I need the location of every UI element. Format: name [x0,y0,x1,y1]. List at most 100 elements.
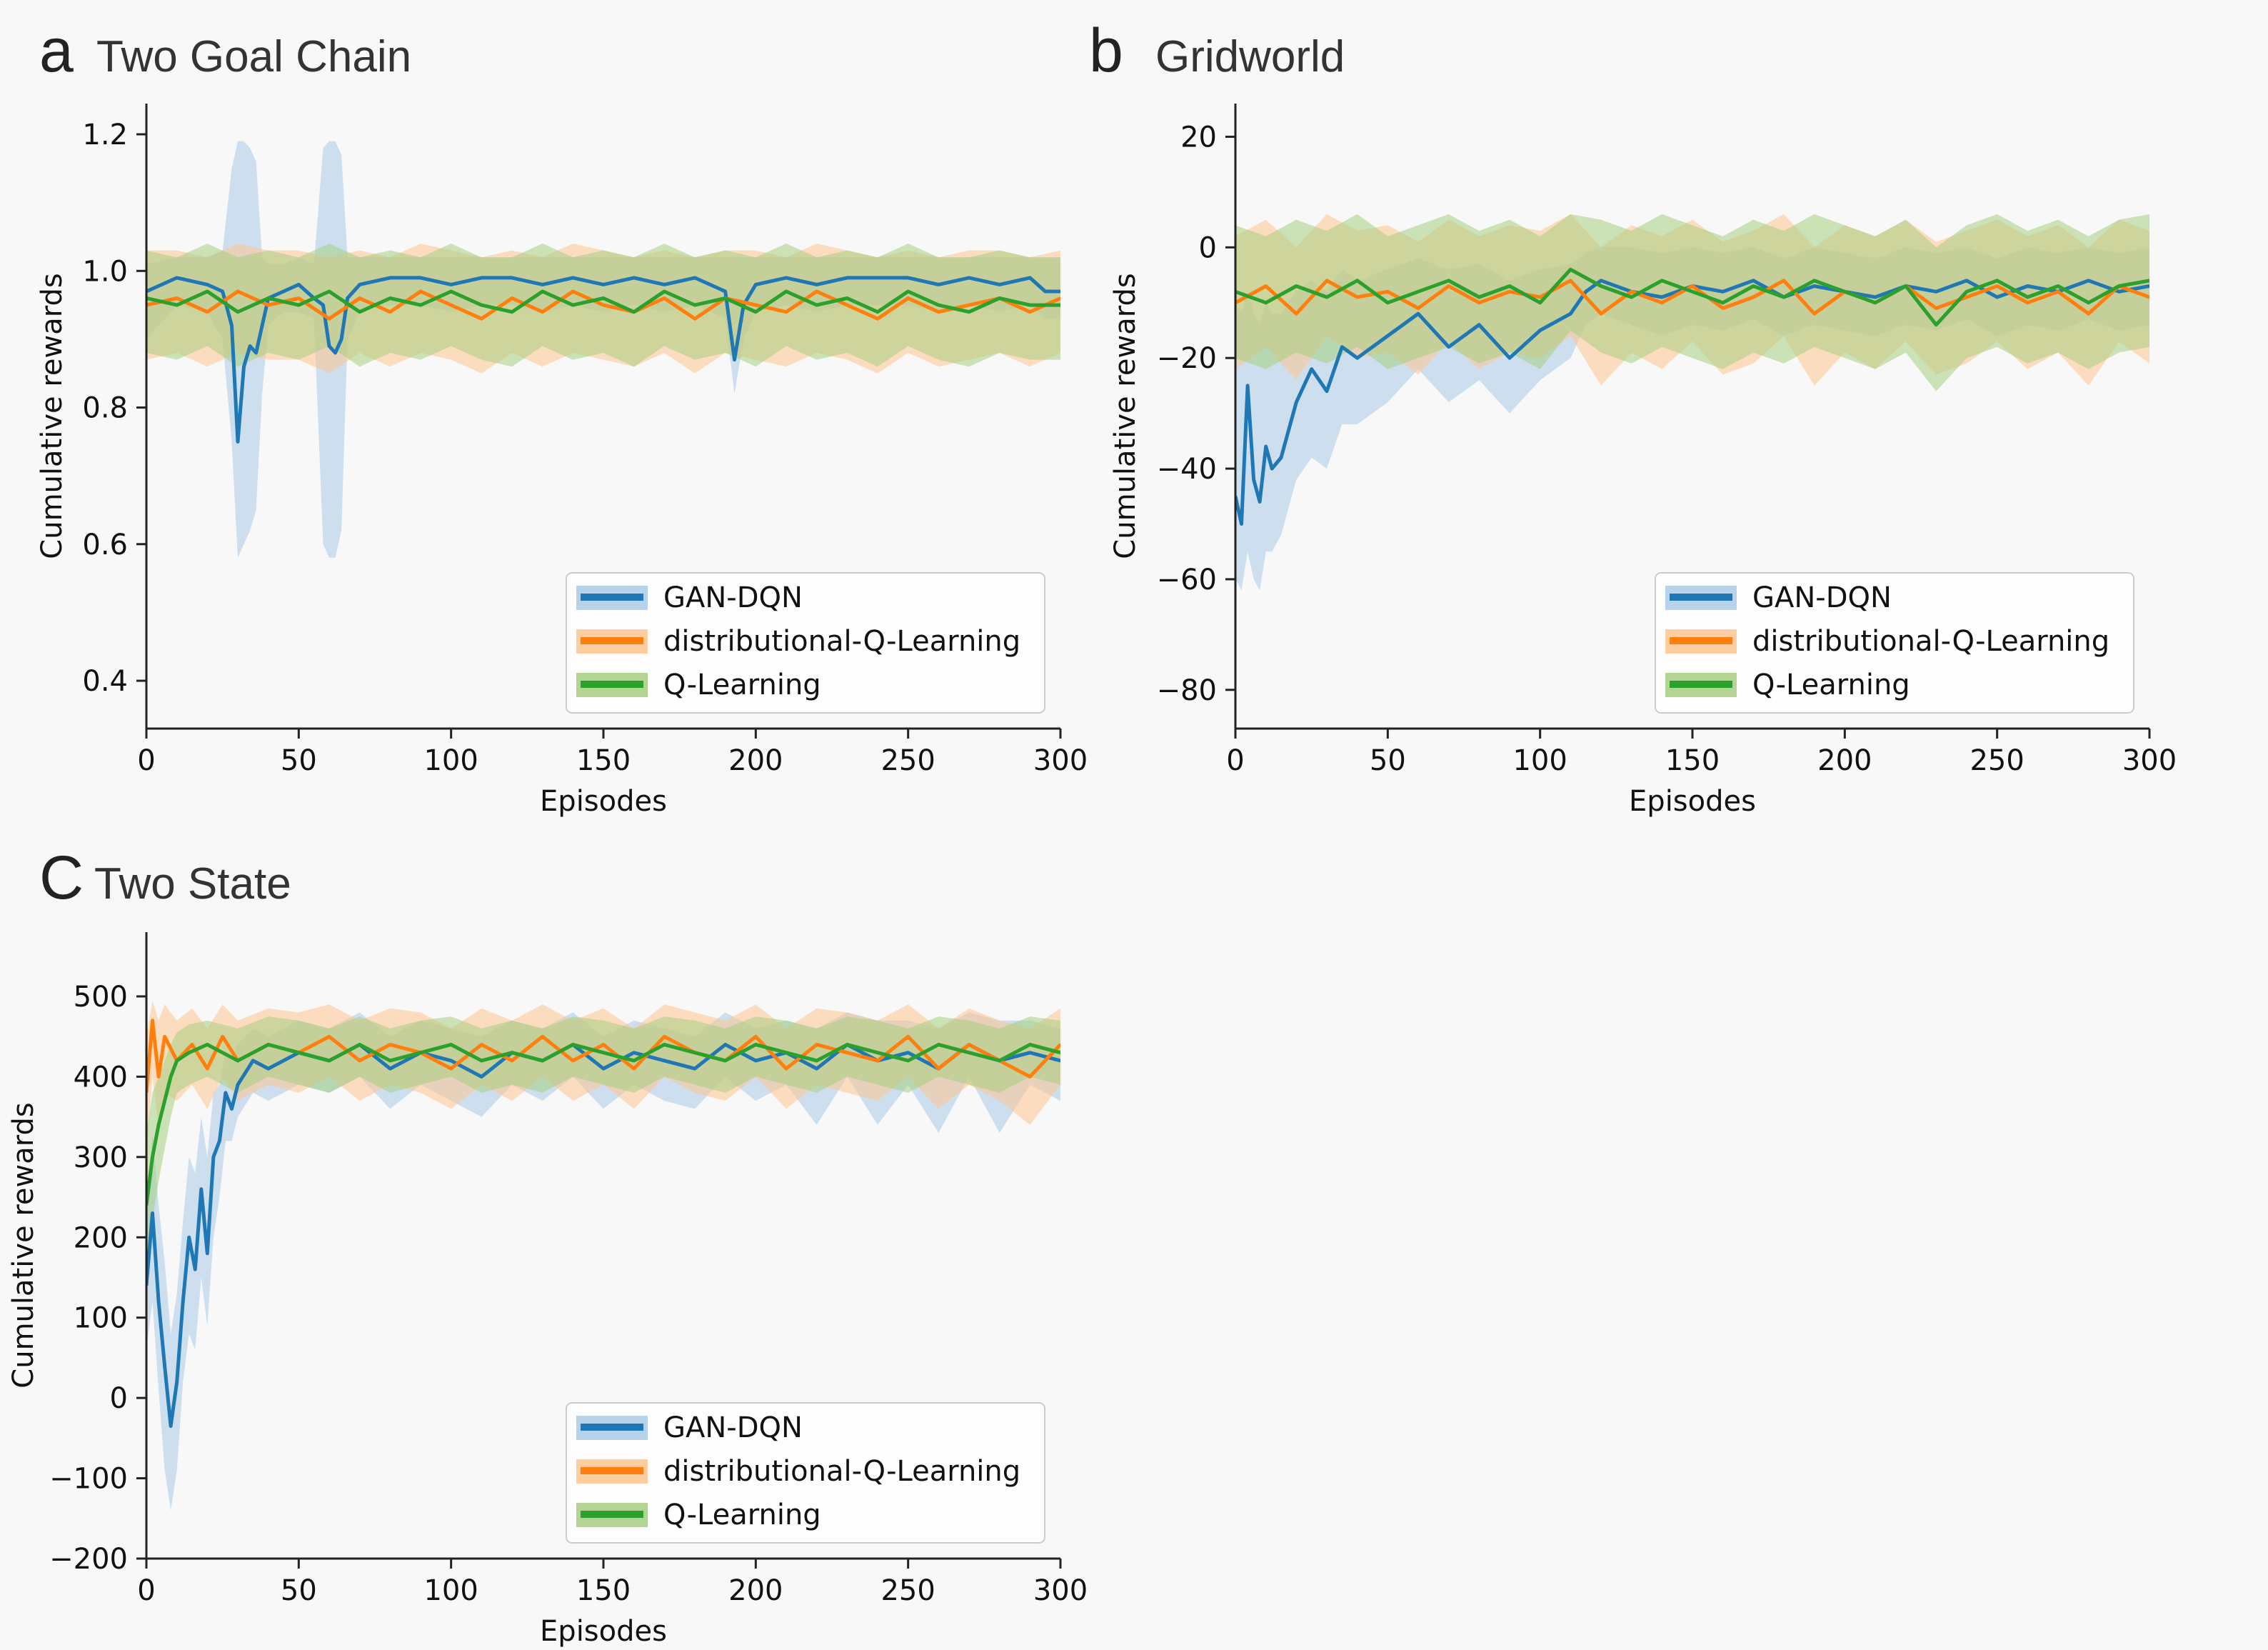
data-point [1417,307,1420,309]
data-point [785,276,788,279]
legend: GAN-DQN distributional-Q-Learning Q-Learni… [566,572,1045,714]
data-point [1600,285,1602,287]
data-point [1874,301,1877,304]
legend-label: distributional-Q-Learning [1752,625,2109,658]
data-point [151,1156,154,1159]
legend-frame [566,1402,1045,1544]
legend-frame [566,572,1045,714]
data-point [1265,285,1268,287]
data-point [218,1139,221,1142]
legend: GAN-DQN distributional-Q-Learning Q-Learni… [1655,572,2134,714]
data-point [511,311,513,314]
chart-title: Two State [94,859,291,909]
data-point [1477,324,1480,326]
data-point [633,1051,636,1054]
data-point [388,1043,391,1046]
data-point [846,297,848,299]
data-point [1477,301,1480,304]
data-point [733,359,736,361]
data-point [267,304,270,306]
x-tick-label: 50 [281,744,317,777]
data-point [2026,296,2029,299]
data-point [1813,279,1816,282]
data-point [693,317,696,320]
data-point [231,1107,233,1110]
data-point [541,290,544,293]
data-point [297,304,300,306]
data-point [571,1043,574,1046]
data-point [571,276,574,279]
data-point [1059,1059,1060,1062]
data-point [1539,296,1542,299]
data-point [176,304,179,306]
data-point [1752,296,1755,299]
y-tick-label: −40 [1157,453,1217,486]
data-point [2026,301,2029,304]
data-point [1447,279,1450,282]
data-point [1386,301,1389,304]
data-point [151,1019,154,1022]
data-point [2057,285,2059,287]
data-point [1508,290,1511,293]
y-tick-label: 20 [1180,121,1217,154]
data-point [907,290,910,293]
data-point [419,304,422,306]
data-point [876,1059,879,1062]
data-point [602,283,605,286]
data-point [388,1059,391,1062]
data-point [388,311,391,314]
series-line-1 [146,276,1060,444]
data-point [358,283,361,286]
data-point [2057,290,2059,293]
data-point [1996,279,1999,282]
data-point [1660,301,1663,304]
data-point [221,1035,224,1038]
data-point [816,1059,818,1062]
data-point [1630,296,1633,299]
confidence-band-3 [1235,214,2149,391]
data-point [693,276,696,279]
data-point [2117,290,2120,293]
x-axis-label: Episodes [540,1615,667,1648]
data-point [1280,456,1283,459]
data-point [1265,445,1268,448]
data-point [267,1067,270,1070]
data-point [157,1300,160,1303]
data-point [1965,296,1968,299]
data-point [1691,290,1694,293]
data-point [212,1156,215,1159]
data-point [663,283,666,286]
y-tick-label: −80 [1157,674,1217,707]
data-point [1447,346,1450,349]
data-point [480,304,483,306]
x-tick-label: 200 [728,744,783,777]
data-point [1258,501,1261,503]
data-point [907,1035,910,1038]
data-point [297,283,300,286]
data-point [541,283,544,286]
data-point [1270,467,1273,470]
data-point [322,304,324,306]
data-point [328,1035,331,1038]
data-point [1028,276,1031,279]
data-point [571,304,574,306]
legend: GAN-DQN distributional-Q-Learning Q-Learni… [566,1402,1045,1544]
data-point [2117,285,2120,287]
data-point [169,1075,172,1078]
data-point [1265,301,1268,304]
data-point [388,297,391,299]
data-point [816,290,818,293]
data-point [1417,312,1420,315]
data-point [480,1043,483,1046]
data-point [1508,356,1511,359]
data-point [450,1067,453,1070]
y-tick-label: 300 [74,1141,128,1174]
data-point [236,1059,239,1062]
data-point [1722,307,1725,309]
y-tick-label: 0.6 [82,529,128,561]
data-point [754,1035,757,1038]
data-point [255,351,258,354]
data-point [846,304,848,306]
panel-letter: a [39,16,74,85]
data-point [663,1059,666,1062]
